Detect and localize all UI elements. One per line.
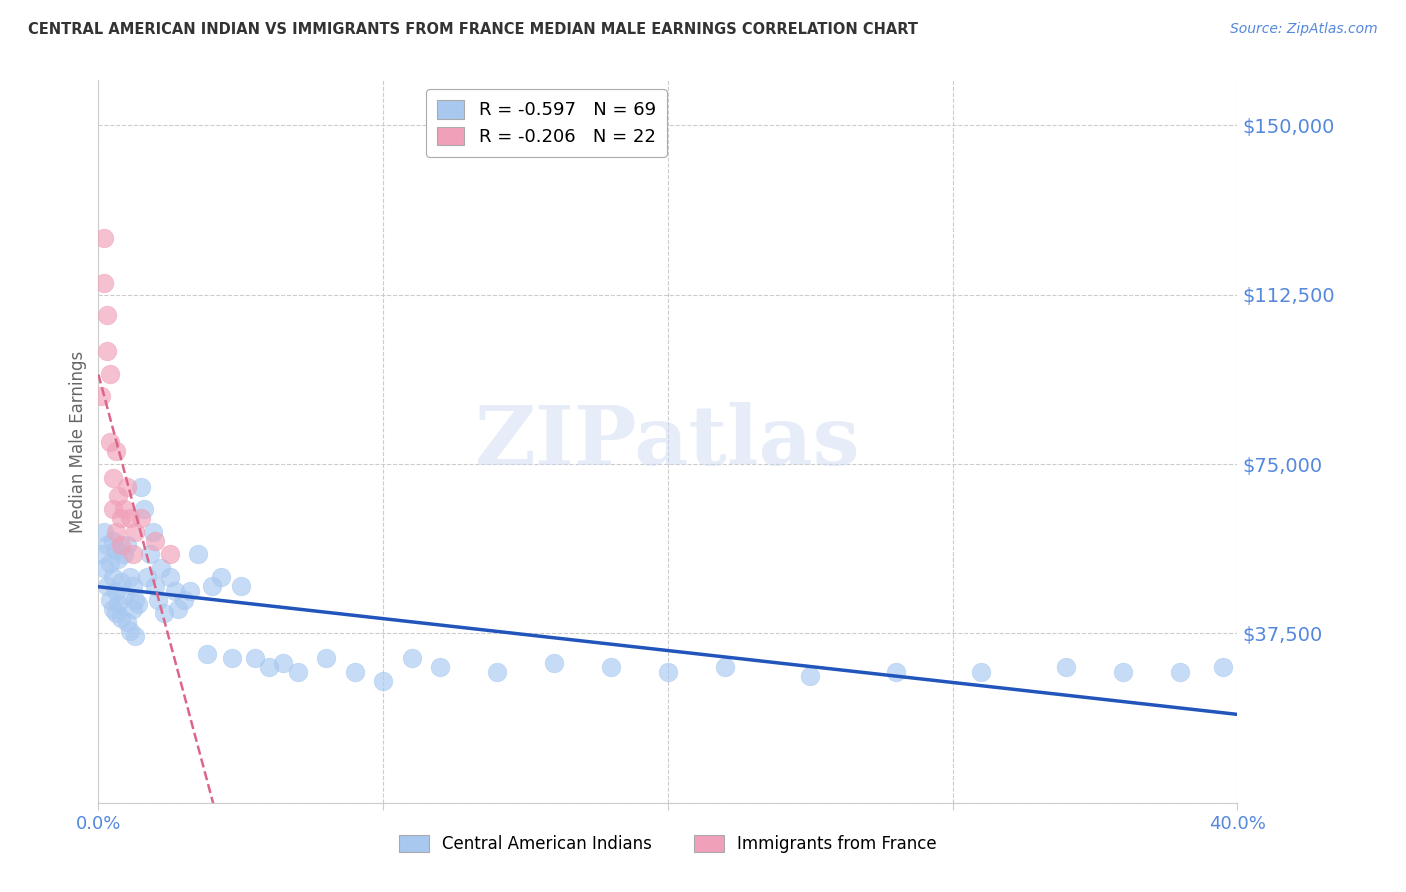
Y-axis label: Median Male Earnings: Median Male Earnings bbox=[69, 351, 87, 533]
Point bbox=[1056, 660, 1078, 674]
Point bbox=[107, 597, 129, 611]
Point bbox=[96, 344, 118, 359]
Point bbox=[121, 548, 143, 562]
Point bbox=[167, 601, 190, 615]
Point bbox=[221, 651, 243, 665]
Point bbox=[165, 583, 187, 598]
Point bbox=[118, 511, 141, 525]
Point bbox=[970, 665, 993, 679]
Point bbox=[1212, 660, 1234, 674]
Point bbox=[115, 538, 138, 552]
Point bbox=[110, 511, 132, 525]
Point bbox=[124, 592, 146, 607]
Point bbox=[343, 665, 366, 679]
Point bbox=[195, 647, 218, 661]
Point bbox=[90, 389, 112, 403]
Point bbox=[101, 470, 124, 484]
Point bbox=[101, 570, 124, 584]
Point bbox=[884, 665, 907, 679]
Point bbox=[315, 651, 337, 665]
Point bbox=[148, 592, 170, 607]
Point bbox=[229, 579, 252, 593]
Point bbox=[112, 502, 135, 516]
Point bbox=[107, 552, 129, 566]
Point bbox=[657, 665, 679, 679]
Point bbox=[273, 656, 295, 670]
Point bbox=[104, 443, 127, 458]
Point bbox=[118, 570, 141, 584]
Point bbox=[110, 538, 132, 552]
Legend: Central American Indians, Immigrants from France: Central American Indians, Immigrants fro… bbox=[392, 828, 943, 860]
Point bbox=[93, 561, 115, 575]
Point bbox=[96, 538, 118, 552]
Point bbox=[98, 434, 121, 449]
Point bbox=[104, 583, 127, 598]
Point bbox=[93, 231, 115, 245]
Point bbox=[96, 579, 118, 593]
Point bbox=[129, 480, 152, 494]
Point bbox=[96, 308, 118, 322]
Point bbox=[401, 651, 423, 665]
Point bbox=[93, 277, 115, 291]
Point bbox=[209, 570, 232, 584]
Point bbox=[129, 511, 152, 525]
Point bbox=[135, 570, 157, 584]
Point bbox=[98, 557, 121, 571]
Point bbox=[1170, 665, 1192, 679]
Point bbox=[124, 629, 146, 643]
Point bbox=[543, 656, 565, 670]
Point bbox=[179, 583, 201, 598]
Point bbox=[714, 660, 737, 674]
Point bbox=[121, 601, 143, 615]
Point bbox=[159, 570, 181, 584]
Point bbox=[243, 651, 266, 665]
Point bbox=[600, 660, 623, 674]
Text: Source: ZipAtlas.com: Source: ZipAtlas.com bbox=[1230, 22, 1378, 37]
Point bbox=[187, 548, 209, 562]
Point bbox=[287, 665, 309, 679]
Point bbox=[373, 673, 395, 688]
Point bbox=[98, 592, 121, 607]
Point bbox=[93, 524, 115, 539]
Point bbox=[104, 524, 127, 539]
Point bbox=[112, 548, 135, 562]
Text: CENTRAL AMERICAN INDIAN VS IMMIGRANTS FROM FRANCE MEDIAN MALE EARNINGS CORRELATI: CENTRAL AMERICAN INDIAN VS IMMIGRANTS FR… bbox=[28, 22, 918, 37]
Point bbox=[115, 480, 138, 494]
Point bbox=[90, 548, 112, 562]
Point bbox=[145, 533, 167, 548]
Point bbox=[138, 548, 160, 562]
Point bbox=[104, 606, 127, 620]
Point bbox=[101, 533, 124, 548]
Point bbox=[104, 542, 127, 557]
Point bbox=[115, 615, 138, 630]
Point bbox=[124, 524, 146, 539]
Point bbox=[121, 579, 143, 593]
Point bbox=[127, 597, 149, 611]
Point bbox=[110, 610, 132, 624]
Point bbox=[799, 669, 821, 683]
Point bbox=[1112, 665, 1135, 679]
Point bbox=[173, 592, 195, 607]
Point bbox=[107, 489, 129, 503]
Point bbox=[486, 665, 509, 679]
Point bbox=[145, 579, 167, 593]
Point bbox=[159, 548, 181, 562]
Point bbox=[150, 561, 173, 575]
Point bbox=[132, 502, 155, 516]
Point bbox=[101, 502, 124, 516]
Point bbox=[101, 601, 124, 615]
Point bbox=[259, 660, 281, 674]
Point bbox=[98, 367, 121, 381]
Point bbox=[118, 624, 141, 639]
Point bbox=[201, 579, 224, 593]
Point bbox=[110, 574, 132, 589]
Point bbox=[112, 588, 135, 602]
Point bbox=[429, 660, 451, 674]
Point bbox=[153, 606, 176, 620]
Point bbox=[141, 524, 163, 539]
Text: ZIPatlas: ZIPatlas bbox=[475, 401, 860, 482]
